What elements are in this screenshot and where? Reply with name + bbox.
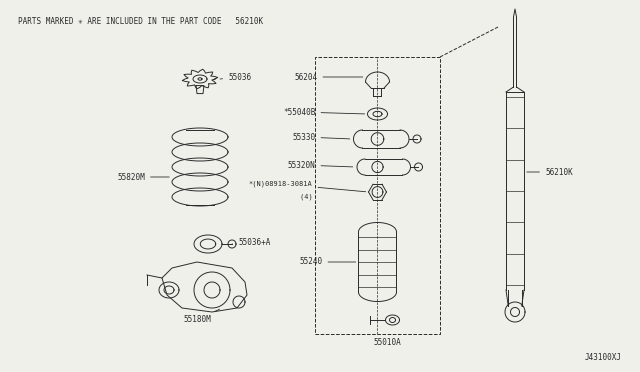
Text: 55180M: 55180M xyxy=(183,309,220,324)
Text: 55010A: 55010A xyxy=(374,338,401,347)
Text: J43100XJ: J43100XJ xyxy=(585,353,622,362)
Text: *55040B: *55040B xyxy=(283,108,365,116)
Text: 55320N: 55320N xyxy=(288,160,353,170)
Text: 55036: 55036 xyxy=(220,73,251,81)
Text: 55036+A: 55036+A xyxy=(232,237,270,247)
Text: 56210K: 56210K xyxy=(527,167,573,176)
Text: (4): (4) xyxy=(283,194,312,200)
Text: *(N)08918-3081A: *(N)08918-3081A xyxy=(249,181,365,192)
Text: 55820M: 55820M xyxy=(117,173,169,182)
Text: PARTS MARKED ✳ ARE INCLUDED IN THE PART CODE   56210K: PARTS MARKED ✳ ARE INCLUDED IN THE PART … xyxy=(18,17,263,26)
Text: 56204: 56204 xyxy=(294,73,363,81)
Text: 55240: 55240 xyxy=(300,257,356,266)
Text: 55330: 55330 xyxy=(292,132,349,141)
